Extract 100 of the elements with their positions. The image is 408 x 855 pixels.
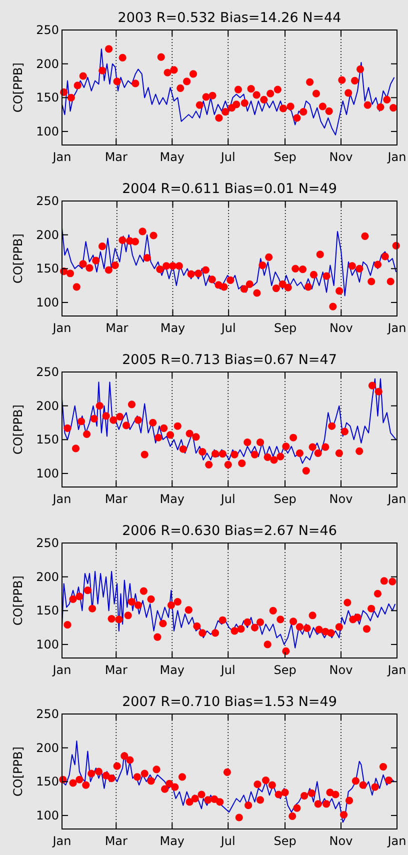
point: [340, 428, 348, 436]
point: [368, 604, 376, 612]
point: [247, 85, 255, 93]
point: [77, 418, 86, 426]
point: [218, 616, 226, 624]
point: [98, 66, 106, 74]
y-tick-label: 150: [36, 604, 59, 618]
point: [79, 72, 87, 80]
y-tick-label: 200: [36, 56, 59, 71]
point: [147, 595, 155, 603]
point: [376, 103, 384, 111]
point: [98, 242, 106, 250]
point: [246, 280, 254, 288]
point: [264, 453, 272, 462]
y-tick-label: 200: [36, 398, 59, 413]
point: [384, 776, 393, 784]
point: [240, 99, 248, 107]
point: [113, 78, 121, 86]
point: [105, 45, 113, 53]
point: [303, 624, 311, 632]
x-tick-label: Nov: [329, 834, 353, 848]
point: [162, 262, 170, 270]
point: [111, 261, 119, 270]
point: [198, 448, 206, 456]
point: [82, 430, 91, 438]
point: [183, 78, 191, 86]
point: [340, 810, 348, 819]
x-tick-label: May: [160, 834, 185, 848]
y-tick-label: 250: [36, 194, 59, 208]
point: [211, 450, 220, 458]
point: [368, 278, 376, 286]
point: [86, 264, 94, 272]
point: [224, 460, 232, 468]
point: [230, 450, 238, 458]
point: [205, 460, 213, 468]
point: [204, 796, 212, 804]
point: [282, 647, 290, 656]
point: [344, 598, 352, 606]
y-tick-label: 250: [36, 536, 59, 550]
point: [174, 598, 182, 606]
x-tick-label: Nov: [329, 150, 353, 164]
point: [67, 94, 75, 102]
point: [92, 256, 100, 264]
point: [348, 262, 356, 270]
point: [298, 266, 307, 274]
point: [149, 418, 157, 427]
point: [90, 414, 98, 422]
point: [329, 302, 337, 310]
point: [237, 625, 245, 633]
point: [256, 438, 264, 446]
point: [314, 449, 322, 457]
point: [289, 618, 298, 626]
point: [140, 770, 148, 778]
point: [179, 445, 187, 453]
x-tick-label: Sep: [274, 492, 296, 506]
point: [335, 623, 343, 631]
point: [84, 586, 92, 594]
point: [302, 466, 310, 475]
point: [222, 108, 230, 116]
point: [244, 802, 252, 810]
point: [74, 82, 82, 90]
point: [166, 431, 174, 439]
x-tick-label: Sep: [274, 834, 296, 848]
point: [374, 260, 382, 268]
point: [64, 621, 72, 629]
point: [226, 276, 234, 284]
point: [118, 236, 126, 244]
point: [296, 623, 304, 631]
point: [293, 804, 301, 812]
point: [296, 449, 304, 457]
point: [113, 762, 121, 770]
point: [223, 768, 232, 776]
point: [150, 232, 158, 240]
point: [147, 777, 155, 785]
point: [361, 232, 369, 240]
point: [192, 433, 200, 441]
x-tick-label: Mar: [104, 492, 128, 506]
x-tick-label: Jan: [386, 663, 406, 677]
point: [126, 756, 134, 764]
point: [157, 53, 165, 61]
point: [189, 70, 198, 78]
point: [268, 781, 276, 789]
point: [198, 790, 206, 798]
point: [316, 250, 324, 258]
point: [300, 792, 308, 800]
point: [154, 633, 162, 641]
point: [390, 104, 398, 112]
point: [186, 798, 194, 806]
point: [256, 618, 264, 626]
x-tick-label: Mar: [104, 663, 128, 677]
point: [260, 96, 268, 104]
point: [96, 402, 104, 410]
point: [289, 434, 298, 442]
point: [325, 107, 333, 115]
y-tick-label: 150: [36, 90, 59, 105]
point: [380, 577, 388, 585]
point: [133, 773, 142, 781]
x-tick-label: May: [160, 321, 186, 335]
point: [115, 616, 123, 624]
point: [364, 101, 372, 109]
